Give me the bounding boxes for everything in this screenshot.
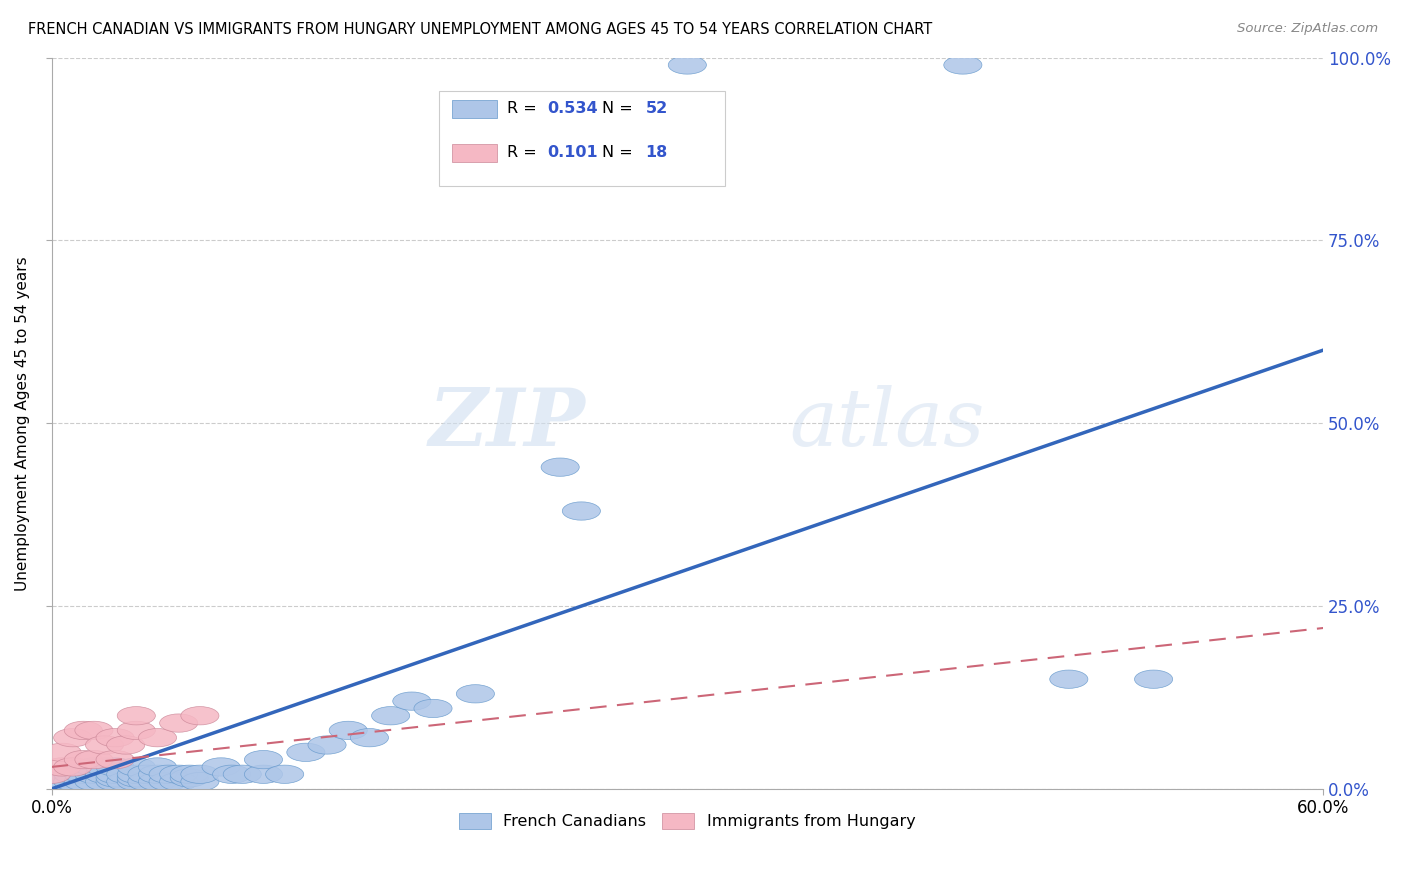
Ellipse shape: [392, 692, 430, 710]
Ellipse shape: [413, 699, 453, 717]
Ellipse shape: [160, 765, 198, 783]
Ellipse shape: [287, 743, 325, 762]
Ellipse shape: [75, 750, 112, 769]
FancyBboxPatch shape: [453, 144, 496, 162]
Ellipse shape: [149, 772, 187, 790]
Ellipse shape: [96, 750, 134, 769]
Y-axis label: Unemployment Among Ages 45 to 54 years: Unemployment Among Ages 45 to 54 years: [15, 256, 30, 591]
Ellipse shape: [138, 729, 177, 747]
Ellipse shape: [75, 758, 112, 776]
Ellipse shape: [96, 772, 134, 790]
Ellipse shape: [75, 772, 112, 790]
Ellipse shape: [96, 765, 134, 783]
Ellipse shape: [350, 729, 388, 747]
Ellipse shape: [117, 706, 156, 725]
Ellipse shape: [117, 722, 156, 739]
Ellipse shape: [86, 765, 124, 783]
Ellipse shape: [128, 772, 166, 790]
Text: N =: N =: [602, 145, 638, 161]
Text: ZIP: ZIP: [429, 384, 586, 462]
Text: FRENCH CANADIAN VS IMMIGRANTS FROM HUNGARY UNEMPLOYMENT AMONG AGES 45 TO 54 YEAR: FRENCH CANADIAN VS IMMIGRANTS FROM HUNGA…: [28, 22, 932, 37]
Text: R =: R =: [506, 145, 547, 161]
Ellipse shape: [160, 714, 198, 732]
Ellipse shape: [96, 729, 134, 747]
Ellipse shape: [32, 772, 70, 790]
Text: 18: 18: [645, 145, 668, 161]
Ellipse shape: [44, 758, 82, 776]
Ellipse shape: [107, 765, 145, 783]
Ellipse shape: [170, 765, 208, 783]
Ellipse shape: [170, 769, 208, 787]
FancyBboxPatch shape: [439, 91, 725, 186]
Ellipse shape: [202, 758, 240, 776]
Ellipse shape: [65, 722, 103, 739]
Ellipse shape: [181, 772, 219, 790]
Ellipse shape: [75, 722, 112, 739]
Ellipse shape: [245, 765, 283, 783]
Ellipse shape: [308, 736, 346, 754]
Ellipse shape: [32, 765, 70, 783]
FancyBboxPatch shape: [453, 100, 496, 119]
Ellipse shape: [117, 769, 156, 787]
Text: Source: ZipAtlas.com: Source: ZipAtlas.com: [1237, 22, 1378, 36]
Text: 0.101: 0.101: [547, 145, 598, 161]
Ellipse shape: [44, 743, 82, 762]
Ellipse shape: [53, 765, 91, 783]
Ellipse shape: [212, 765, 250, 783]
Ellipse shape: [65, 772, 103, 790]
Ellipse shape: [107, 736, 145, 754]
Ellipse shape: [86, 772, 124, 790]
Ellipse shape: [117, 758, 156, 776]
Ellipse shape: [53, 758, 91, 776]
Text: 0.534: 0.534: [547, 102, 598, 116]
Text: atlas: atlas: [789, 384, 984, 462]
Ellipse shape: [224, 765, 262, 783]
Ellipse shape: [181, 765, 219, 783]
Ellipse shape: [138, 765, 177, 783]
Ellipse shape: [329, 722, 367, 739]
Text: N =: N =: [602, 102, 638, 116]
Ellipse shape: [53, 772, 91, 790]
Text: 52: 52: [645, 102, 668, 116]
Ellipse shape: [117, 765, 156, 783]
Ellipse shape: [1135, 670, 1173, 689]
Ellipse shape: [107, 772, 145, 790]
Ellipse shape: [457, 685, 495, 703]
Ellipse shape: [128, 765, 166, 783]
Ellipse shape: [138, 758, 177, 776]
Ellipse shape: [541, 458, 579, 476]
Ellipse shape: [266, 765, 304, 783]
Legend: French Canadians, Immigrants from Hungary: French Canadians, Immigrants from Hungar…: [453, 806, 922, 836]
Ellipse shape: [371, 706, 409, 725]
Ellipse shape: [96, 769, 134, 787]
Ellipse shape: [1050, 670, 1088, 689]
Ellipse shape: [75, 765, 112, 783]
Ellipse shape: [160, 772, 198, 790]
Ellipse shape: [181, 706, 219, 725]
Ellipse shape: [943, 56, 981, 74]
Ellipse shape: [44, 772, 82, 790]
Ellipse shape: [96, 758, 134, 776]
Ellipse shape: [149, 765, 187, 783]
Ellipse shape: [65, 765, 103, 783]
Ellipse shape: [65, 750, 103, 769]
Text: R =: R =: [506, 102, 541, 116]
Ellipse shape: [53, 729, 91, 747]
Ellipse shape: [138, 772, 177, 790]
Ellipse shape: [117, 772, 156, 790]
Ellipse shape: [86, 758, 124, 776]
Ellipse shape: [668, 56, 706, 74]
Ellipse shape: [86, 736, 124, 754]
Ellipse shape: [562, 502, 600, 520]
Ellipse shape: [245, 750, 283, 769]
